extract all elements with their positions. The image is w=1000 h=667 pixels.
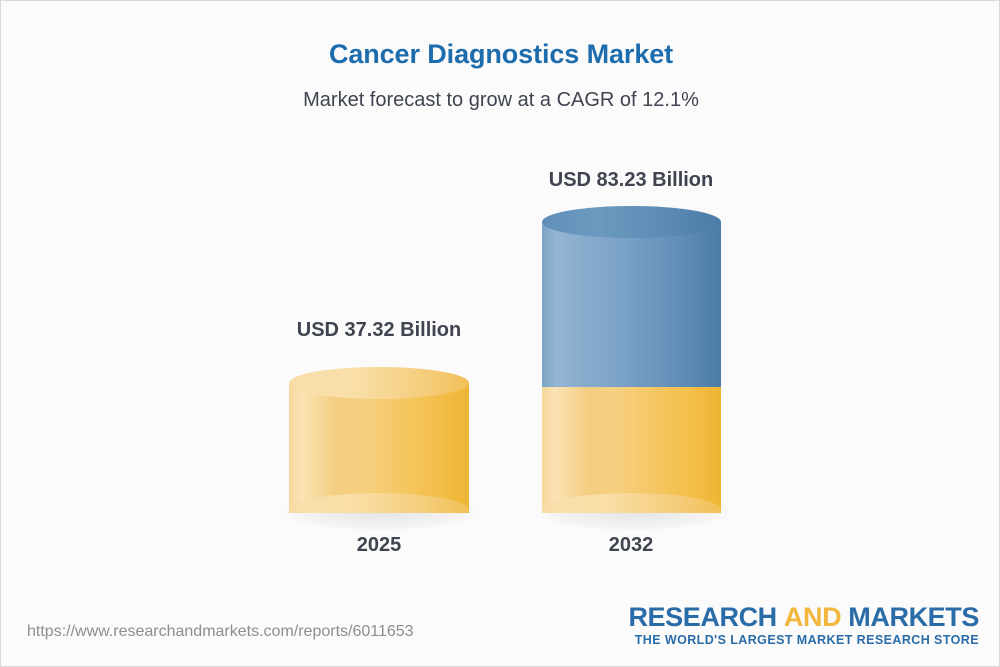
cylinder-bottom-cap-2032 — [542, 493, 721, 513]
plot-area: USD 37.32 Billion 2025 USD 83.23 Billion — [1, 1, 999, 601]
cylinder-bottom-cap-2025 — [289, 493, 469, 513]
logo-word-markets: MARKETS — [848, 602, 979, 632]
cylinder-body-2032-blue — [542, 222, 721, 387]
brand-logo[interactable]: RESEARCH AND MARKETS THE WORLD'S LARGEST… — [628, 603, 979, 648]
cylinder-body-2025-gold — [289, 382, 469, 513]
cylinder-body-2032-gold — [542, 377, 721, 513]
cylinder-top-cap-2032 — [542, 206, 721, 238]
bar-value-label-2032: USD 83.23 Billion — [548, 169, 714, 191]
page-title: Cancer Diagnostics Market — [328, 39, 674, 69]
chart-subtitle: Market forecast to grow at a CAGR of 12.… — [303, 89, 699, 111]
logo-word-research: RESEARCH — [628, 602, 777, 632]
category-label-2025: 2025 — [356, 534, 402, 556]
logo-wordmark: RESEARCH AND MARKETS — [628, 603, 979, 631]
logo-tagline: THE WORLD'S LARGEST MARKET RESEARCH STOR… — [634, 633, 979, 648]
cylinder-top-cap-2025 — [289, 367, 469, 399]
logo-word-and: AND — [783, 602, 842, 632]
bar-value-label-2025: USD 37.32 Billion — [296, 319, 462, 341]
cylinder-segment-joint-2032 — [542, 359, 721, 387]
category-label-2032: 2032 — [608, 534, 654, 556]
report-url[interactable]: https://www.researchandmarkets.com/repor… — [27, 623, 414, 640]
